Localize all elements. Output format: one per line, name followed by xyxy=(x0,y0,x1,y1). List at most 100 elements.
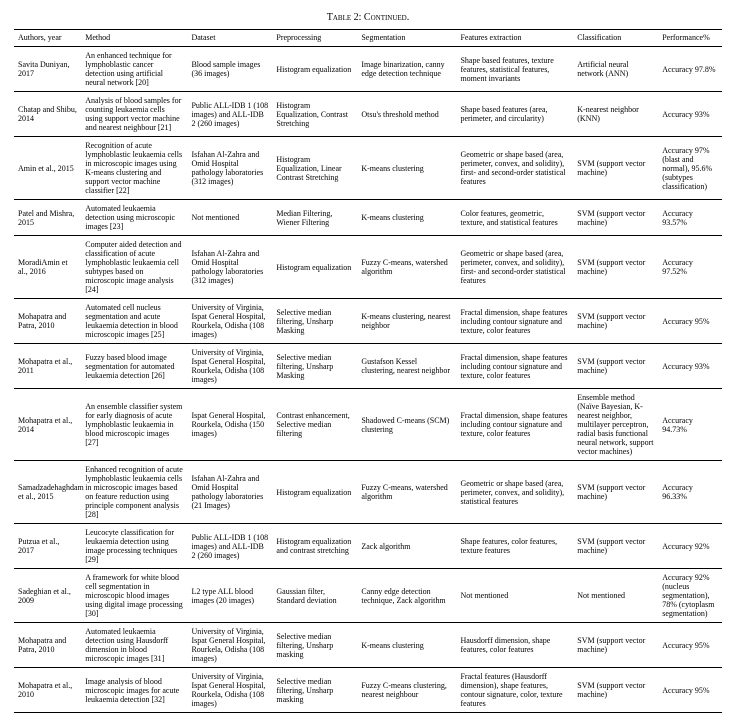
cell-dataset: Blood sample images (36 images) xyxy=(187,47,272,92)
cell-performance: Accuracy 97.52% xyxy=(658,236,722,299)
table-row: Chatap and Shibu, 2014Analysis of blood … xyxy=(14,92,722,137)
cell-preprocessing: Histogram equalization and contrast stre… xyxy=(272,524,357,569)
cell-performance: Accuracy 93% xyxy=(658,92,722,137)
cell-method: Computer aided detection and classificat… xyxy=(81,236,187,299)
cell-authors: Mohapatra et al., 2011 xyxy=(14,344,81,389)
cell-segmentation: Gustafson Kessel clustering, nearest nei… xyxy=(357,344,456,389)
cell-features: Fractal dimension, shape features includ… xyxy=(456,389,573,461)
cell-dataset: Not mentioned xyxy=(187,200,272,236)
cell-method: Automated leukaemia detection using Haus… xyxy=(81,623,187,668)
cell-method: Enhanced recognition of acute lymphoblas… xyxy=(81,461,187,524)
cell-classification: Not mentioned xyxy=(573,569,658,623)
cell-performance: Accuracy 95% xyxy=(658,623,722,668)
cell-preprocessing: Histogram Equalization, Contrast Stretch… xyxy=(272,92,357,137)
cell-method: Recognition of acute lymphoblastic leuka… xyxy=(81,137,187,200)
cell-segmentation: K-means clustering xyxy=(357,137,456,200)
cell-classification: SVM (support vector machine) xyxy=(573,200,658,236)
table-row: Amin et al., 2015Recognition of acute ly… xyxy=(14,137,722,200)
col-method: Method xyxy=(81,30,187,47)
cell-preprocessing: Contrast enhancement, Selective median f… xyxy=(272,389,357,461)
cell-preprocessing: Histogram equalization xyxy=(272,461,357,524)
table-row: Patel and Mishra, 2015Automated leukaemi… xyxy=(14,200,722,236)
cell-segmentation: Zack algorithm xyxy=(357,524,456,569)
cell-method: Analysis of blood samples for counting l… xyxy=(81,92,187,137)
table-row: Mohapatra and Patra, 2010Automated leuka… xyxy=(14,623,722,668)
cell-dataset: Isfahan Al-Zahra and Omid Hospital patho… xyxy=(187,461,272,524)
table-row: Sadeghian et al., 2009A framework for wh… xyxy=(14,569,722,623)
table-row: Samadzadehaghdam et al., 2015Enhanced re… xyxy=(14,461,722,524)
table-row: Savita Duniyan, 2017An enhanced techniqu… xyxy=(14,47,722,92)
cell-features: Fractal dimension, shape features includ… xyxy=(456,344,573,389)
table-row: Mohapatra et al., 2010Image analysis of … xyxy=(14,668,722,713)
cell-features: Geometric or shape based (area, perimete… xyxy=(456,137,573,200)
cell-features: Shape based features (area, perimeter, a… xyxy=(456,92,573,137)
cell-preprocessing: Median Filtering, Wiener Filtering xyxy=(272,200,357,236)
cell-preprocessing: Histogram equalization xyxy=(272,236,357,299)
cell-authors: Sadeghian et al., 2009 xyxy=(14,569,81,623)
cell-performance: Accuracy 95% xyxy=(658,668,722,713)
cell-dataset: Isfahan Al-Zahra and Omid Hospital patho… xyxy=(187,236,272,299)
cell-preprocessing: Selective median filtering, Unsharp mask… xyxy=(272,623,357,668)
col-segmentation: Segmentation xyxy=(357,30,456,47)
cell-segmentation: Otsu's threshold method xyxy=(357,92,456,137)
cell-features: Geometric or shape based (area, perimete… xyxy=(456,461,573,524)
col-performance: Performance% xyxy=(658,30,722,47)
cell-features: Fractal dimension, shape features includ… xyxy=(456,299,573,344)
cell-performance: Accuracy 93.57% xyxy=(658,200,722,236)
cell-classification: SVM (support vector machine) xyxy=(573,461,658,524)
cell-method: A framework for white blood cell segment… xyxy=(81,569,187,623)
table-row: Putzua et al., 2017Leucocyte classificat… xyxy=(14,524,722,569)
cell-performance: Accuracy 95% xyxy=(658,299,722,344)
cell-performance: Accuracy 92% xyxy=(658,524,722,569)
cell-features: Shape features, color features, texture … xyxy=(456,524,573,569)
continued-table: Authors, year Method Dataset Preprocessi… xyxy=(14,29,722,713)
cell-method: Automated cell nucleus segmentation and … xyxy=(81,299,187,344)
cell-classification: Artificial neural network (ANN) xyxy=(573,47,658,92)
col-authors: Authors, year xyxy=(14,30,81,47)
cell-segmentation: Fuzzy C-means clustering, nearest neighb… xyxy=(357,668,456,713)
cell-features: Color features, geometric, texture, and … xyxy=(456,200,573,236)
table-row: Mohapatra et al., 2014An ensemble classi… xyxy=(14,389,722,461)
cell-authors: Putzua et al., 2017 xyxy=(14,524,81,569)
cell-dataset: University of Virginia, Ispat General Ho… xyxy=(187,344,272,389)
cell-dataset: Isfahan Al-Zahra and Omid Hospital patho… xyxy=(187,137,272,200)
cell-segmentation: Fuzzy C-means, watershed algorithm xyxy=(357,461,456,524)
cell-authors: Savita Duniyan, 2017 xyxy=(14,47,81,92)
table-row: MoradiAmin et al., 2016Computer aided de… xyxy=(14,236,722,299)
cell-classification: SVM (support vector machine) xyxy=(573,668,658,713)
cell-performance: Accuracy 96.33% xyxy=(658,461,722,524)
cell-method: An enhanced technique for lymphoblastic … xyxy=(81,47,187,92)
cell-authors: Mohapatra et al., 2010 xyxy=(14,668,81,713)
cell-authors: Samadzadehaghdam et al., 2015 xyxy=(14,461,81,524)
cell-authors: Mohapatra and Patra, 2010 xyxy=(14,623,81,668)
cell-dataset: University of Virginia, Ispat General Ho… xyxy=(187,299,272,344)
cell-dataset: Public ALL-IDB 1 (108 images) and ALL-ID… xyxy=(187,524,272,569)
cell-features: Fractal features (Hausdorff dimension), … xyxy=(456,668,573,713)
col-classification: Classification xyxy=(573,30,658,47)
header-row: Authors, year Method Dataset Preprocessi… xyxy=(14,30,722,47)
col-preprocessing: Preprocessing xyxy=(272,30,357,47)
cell-preprocessing: Selective median filtering, Unsharp Mask… xyxy=(272,299,357,344)
cell-method: Image analysis of blood microscopic imag… xyxy=(81,668,187,713)
cell-method: Leucocyte classification for leukaemia d… xyxy=(81,524,187,569)
cell-performance: Accuracy 97.8% xyxy=(658,47,722,92)
table-row: Mohapatra and Patra, 2010Automated cell … xyxy=(14,299,722,344)
cell-authors: Amin et al., 2015 xyxy=(14,137,81,200)
cell-classification: K-nearest neighbor (KNN) xyxy=(573,92,658,137)
cell-segmentation: K-means clustering xyxy=(357,200,456,236)
cell-dataset: Public ALL-IDB 1 (108 images) and ALL-ID… xyxy=(187,92,272,137)
cell-preprocessing: Histogram Equalization, Linear Contrast … xyxy=(272,137,357,200)
cell-method: An ensemble classifier system for early … xyxy=(81,389,187,461)
cell-classification: SVM (support vector machine) xyxy=(573,623,658,668)
cell-classification: SVM (support vector machine) xyxy=(573,299,658,344)
col-dataset: Dataset xyxy=(187,30,272,47)
cell-classification: SVM (support vector machine) xyxy=(573,344,658,389)
cell-method: Fuzzy based blood image segmentation for… xyxy=(81,344,187,389)
cell-performance: Accuracy 93% xyxy=(658,344,722,389)
cell-segmentation: K-means clustering xyxy=(357,623,456,668)
cell-authors: Mohapatra et al., 2014 xyxy=(14,389,81,461)
cell-dataset: Ispat General Hospital, Rourkela, Odisha… xyxy=(187,389,272,461)
cell-dataset: L2 type ALL blood images (20 images) xyxy=(187,569,272,623)
cell-classification: SVM (support vector machine) xyxy=(573,137,658,200)
cell-dataset: University of Virginia, Ispat General Ho… xyxy=(187,668,272,713)
